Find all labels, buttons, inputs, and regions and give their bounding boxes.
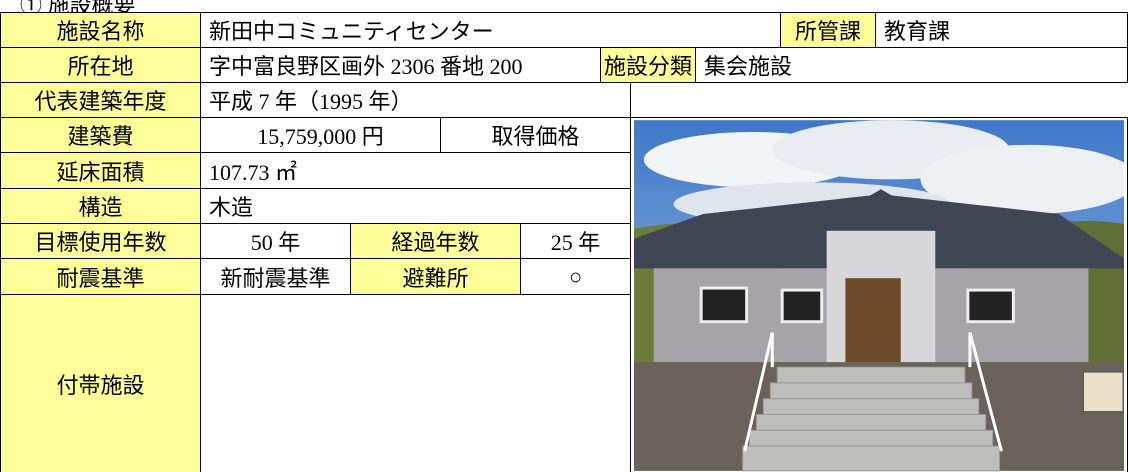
value: 新耐震基準 [200,258,351,295]
value: 字中富良野区画外 2306 番地 200 [200,47,601,83]
value: ○ [520,258,631,295]
label: 施設分類 [600,47,696,83]
label: 構造 [0,188,201,224]
label: 付帯施設 [0,294,201,472]
label: 目標使用年数 [0,223,201,259]
label: 避難所 [350,258,521,295]
label: 延床面積 [0,152,201,189]
label: 取得価格 [440,117,631,153]
value: 50 年 [200,223,351,259]
value: 15,759,000 円 [200,117,441,153]
value: 集会施設 [695,47,1128,83]
label: 代表建築年度 [0,82,201,118]
label: 経過年数 [350,223,521,259]
label: 建築費 [0,117,201,153]
label: 所管課 [780,12,876,48]
value: 107.73 ㎡ [200,152,631,189]
label: 施設名称 [0,12,201,48]
photo-cell [630,117,1128,472]
value: 教育課 [875,12,1128,48]
value: 新田中コミュニティセンター [200,12,781,48]
value [200,294,631,472]
value: 25 年 [520,223,631,259]
value: 木造 [200,188,631,224]
photo [634,120,1124,472]
label: 耐震基準 [0,258,201,295]
label: 所在地 [0,47,201,83]
value: 平成 7 年（1995 年） [200,82,631,118]
